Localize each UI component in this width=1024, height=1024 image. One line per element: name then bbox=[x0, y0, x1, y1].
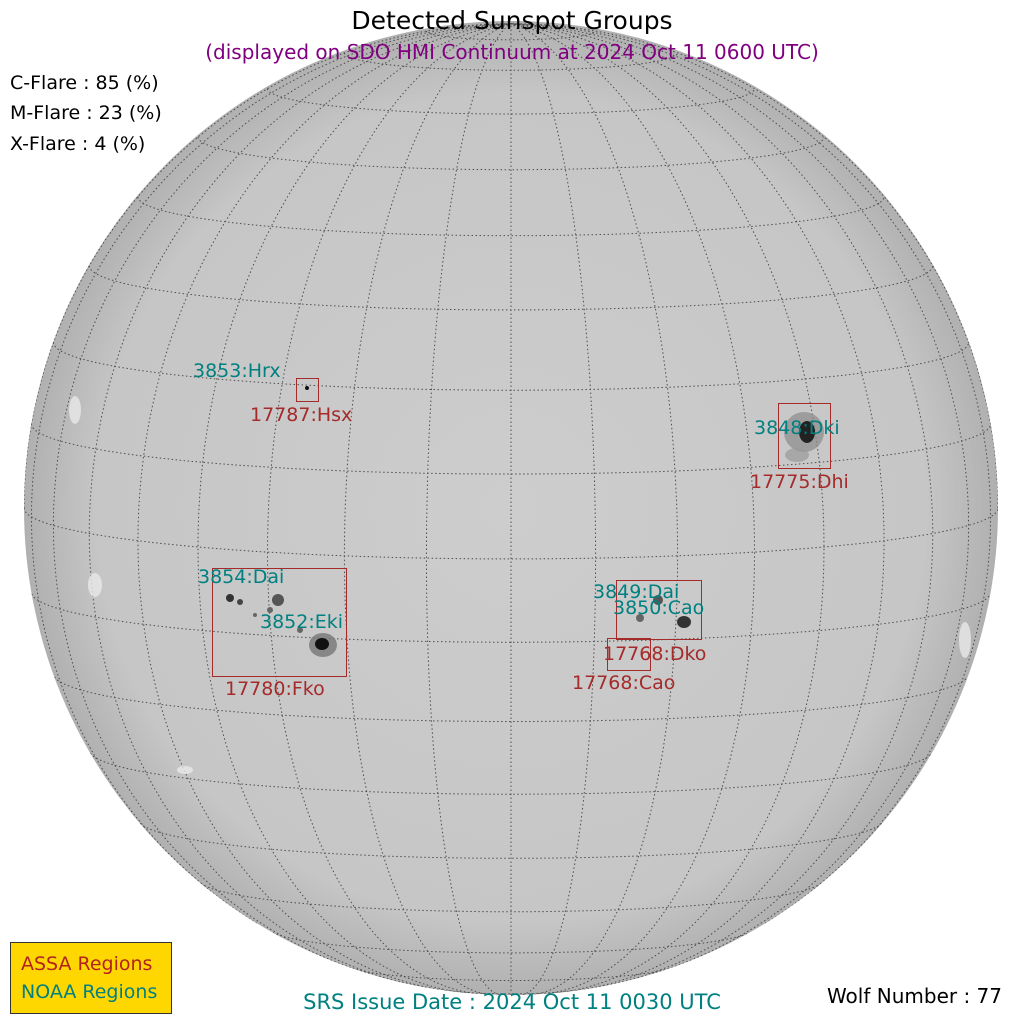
noaa-label-3850: 3850:Cao bbox=[613, 597, 705, 619]
sunspot-cluster-3849 bbox=[636, 595, 691, 628]
grid-line bbox=[24, 23, 512, 509]
noaa-label-3848: 3848:Dki bbox=[754, 417, 840, 439]
legend-box: ASSA Regions NOAA Regions bbox=[10, 942, 172, 1014]
noaa-label-3853: 3853:Hrx bbox=[193, 360, 281, 382]
sun-disk bbox=[24, 21, 998, 995]
sunspot-cluster-3848 bbox=[784, 412, 824, 462]
assa-label-17787: 17787:Hsx bbox=[250, 404, 353, 426]
region-box-17768-cao bbox=[607, 638, 651, 671]
noaa-label-3854: 3854:Dai bbox=[198, 566, 285, 588]
legend-assa-label: ASSA Regions bbox=[21, 953, 153, 975]
noaa-label-3849: 3849:Dai bbox=[593, 581, 680, 603]
grid-line bbox=[54, 676, 968, 722]
grid-line bbox=[510, 23, 885, 992]
grid-line bbox=[31, 593, 991, 643]
srs-issue-date: SRS Issue Date : 2024 Oct 11 0030 UTC bbox=[303, 990, 721, 1014]
wolf-number: Wolf Number : 77 bbox=[826, 984, 1002, 1008]
assa-label-17775: 17775:Dhi bbox=[750, 471, 849, 493]
grid-line bbox=[30, 23, 512, 924]
sunspot-cluster-3854 bbox=[226, 594, 284, 617]
grid-line bbox=[510, 23, 825, 994]
grid-line bbox=[510, 23, 998, 509]
grid-line bbox=[200, 883, 822, 913]
region-box-17780 bbox=[212, 568, 347, 677]
sunspot-cluster-3853 bbox=[305, 386, 309, 390]
grid-line bbox=[510, 23, 597, 995]
grid-line bbox=[30, 423, 992, 475]
grid-line bbox=[24, 507, 998, 560]
grid-line bbox=[510, 23, 970, 975]
grid-line bbox=[139, 823, 883, 859]
grid-line bbox=[52, 23, 512, 975]
region-box-17768-dko bbox=[616, 580, 702, 640]
grid-line bbox=[510, 23, 992, 924]
assa-label-17768-cao: 17768:Cao bbox=[572, 672, 676, 694]
faculae bbox=[69, 396, 971, 774]
grid-line bbox=[425, 23, 512, 995]
grid-line bbox=[267, 88, 755, 115]
sunspot-cluster-3852 bbox=[297, 627, 337, 657]
noaa-label-3852: 3852:Eki bbox=[260, 611, 344, 633]
grid-line bbox=[197, 23, 512, 994]
m-flare-probability: M-Flare : 23 (%) bbox=[10, 102, 162, 124]
x-flare-probability: X-Flare : 4 (%) bbox=[10, 133, 146, 155]
page-subtitle: (displayed on SDO HMI Continuum at 2024 … bbox=[205, 40, 819, 64]
region-box-17775 bbox=[778, 403, 831, 469]
assa-label-17768-dko: 17768:Dko bbox=[603, 643, 707, 665]
legend-noaa-label: NOAA Regions bbox=[21, 981, 158, 1003]
region-box-17787 bbox=[296, 378, 319, 402]
grid-line bbox=[425, 30, 597, 41]
assa-label-17780: 17780:Fko bbox=[225, 678, 325, 700]
page-title: Detected Sunspot Groups bbox=[351, 6, 673, 35]
grid-line bbox=[137, 23, 512, 992]
c-flare-probability: C-Flare : 85 (%) bbox=[10, 72, 159, 94]
grid-line bbox=[272, 932, 750, 954]
